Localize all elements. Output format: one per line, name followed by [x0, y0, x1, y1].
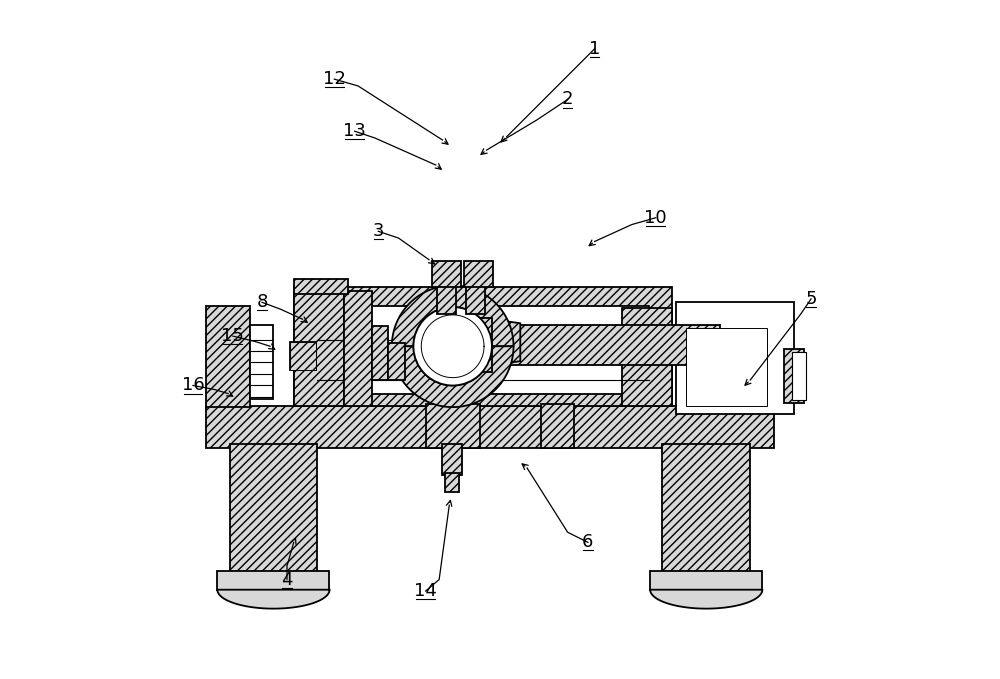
Polygon shape — [392, 346, 514, 407]
Bar — [294, 278, 348, 293]
Bar — [290, 342, 316, 370]
Bar — [344, 291, 372, 406]
Bar — [388, 343, 405, 380]
Circle shape — [413, 307, 492, 386]
Bar — [622, 308, 672, 406]
Bar — [230, 444, 317, 576]
Bar — [432, 261, 461, 287]
Bar — [294, 287, 344, 406]
Polygon shape — [650, 589, 762, 608]
Text: 8: 8 — [256, 293, 268, 311]
Text: 6: 6 — [582, 534, 594, 551]
Bar — [290, 342, 316, 370]
Bar — [792, 352, 806, 401]
Bar — [470, 325, 720, 365]
Text: 13: 13 — [343, 122, 366, 141]
Text: 4: 4 — [281, 570, 293, 589]
Bar — [437, 285, 456, 314]
Bar — [662, 444, 750, 576]
Bar — [250, 325, 273, 399]
Bar — [464, 261, 493, 287]
Text: 5: 5 — [805, 290, 817, 308]
Text: 14: 14 — [414, 582, 437, 600]
Text: 15: 15 — [221, 327, 244, 345]
Bar — [206, 306, 250, 407]
Bar — [317, 306, 649, 394]
Bar — [676, 302, 794, 414]
Text: 1: 1 — [589, 40, 600, 58]
Bar — [426, 404, 480, 447]
Bar — [294, 287, 672, 406]
Bar — [206, 406, 774, 447]
Bar — [784, 349, 804, 403]
Text: 10: 10 — [644, 208, 667, 227]
Text: 12: 12 — [323, 70, 346, 88]
Polygon shape — [217, 589, 330, 608]
Bar — [217, 571, 329, 589]
Text: 16: 16 — [182, 376, 204, 394]
Text: 3: 3 — [373, 222, 384, 240]
Bar — [466, 285, 485, 314]
Bar — [541, 404, 574, 447]
Bar — [442, 444, 462, 475]
Bar — [650, 571, 762, 589]
Text: 2: 2 — [562, 90, 573, 109]
Polygon shape — [392, 285, 514, 346]
Bar — [466, 318, 492, 372]
Bar — [445, 473, 459, 492]
Bar — [372, 326, 388, 380]
Bar — [686, 328, 767, 406]
Polygon shape — [492, 319, 520, 365]
